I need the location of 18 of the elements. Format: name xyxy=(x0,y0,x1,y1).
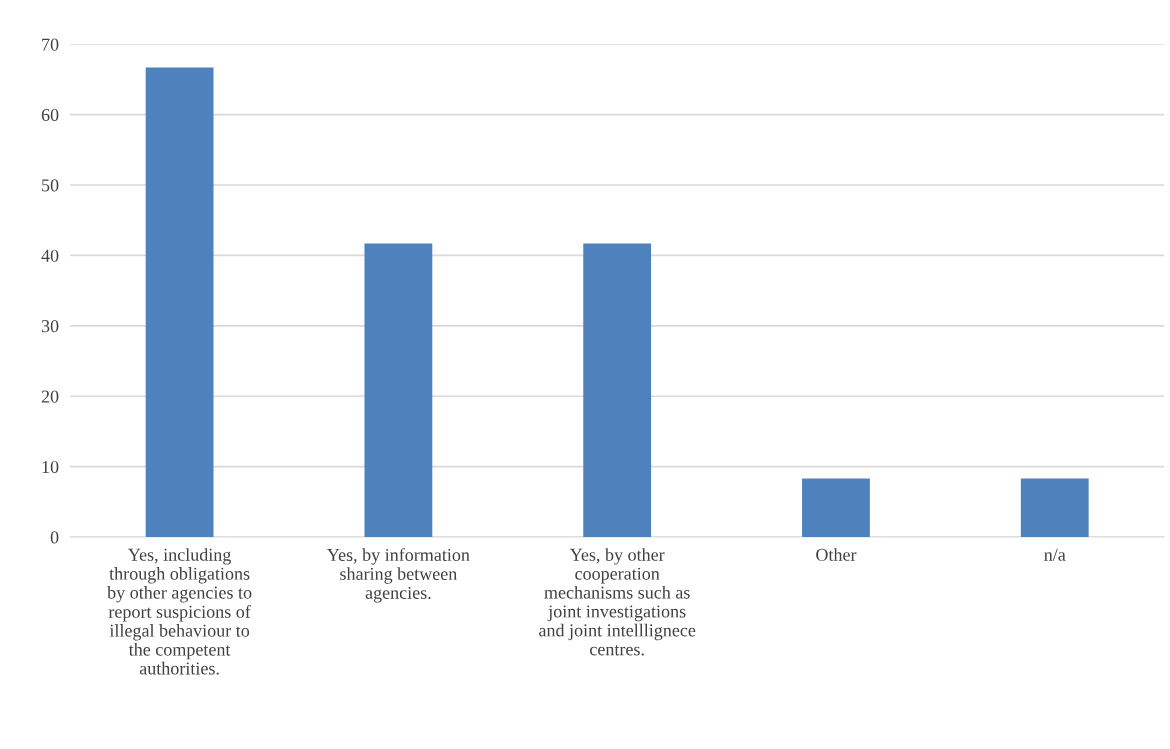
x-tick-label: Yes, by other cooperation mechanisms such as joint investigations and joint intelllignece centres. xyxy=(539,548,696,656)
bar xyxy=(364,243,433,538)
x-tick-label: Yes, including through obligations by other agencies to report suspicions of illegal behaviour to the competent authorities. xyxy=(107,548,252,675)
y-tick-label: 20 xyxy=(41,390,59,403)
x-tick-label: n/a xyxy=(1044,548,1066,561)
y-tick-label: 60 xyxy=(41,108,59,122)
y-tick-label: 30 xyxy=(41,320,59,333)
y-tick-label: 10 xyxy=(42,460,59,474)
y-tick-label: 50 xyxy=(42,179,59,192)
y-tick-label: 40 xyxy=(41,249,59,262)
bar xyxy=(1020,478,1089,538)
x-tick-label: Other xyxy=(816,548,857,561)
bar xyxy=(583,243,652,538)
y-tick-label: 0 xyxy=(50,531,59,544)
bar xyxy=(802,478,870,538)
y-tick-label: 70 xyxy=(42,38,59,51)
x-tick-label: Yes, by information sharing between agencies. xyxy=(327,548,470,603)
bar xyxy=(145,67,214,538)
